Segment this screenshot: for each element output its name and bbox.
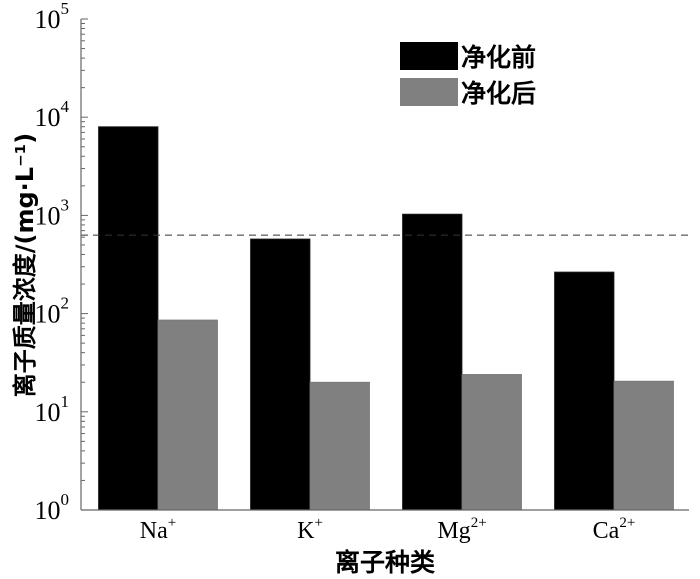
y-tick-label: 101 [35, 392, 70, 427]
legend: 净化前 净化后 [400, 42, 536, 108]
x-axis-label: 离子种类 [335, 548, 436, 577]
bar-mg-after [461, 374, 522, 511]
bar-ca-before [554, 271, 615, 511]
y-tick-label: 104 [35, 97, 70, 132]
bar-na-after [157, 319, 218, 511]
bar-k-after [309, 381, 370, 511]
x-tick-label: Na+ [140, 515, 176, 544]
legend-label-after: 净化后 [461, 79, 536, 108]
y-tick-label: 103 [35, 195, 70, 230]
legend-label-before: 净化前 [461, 43, 536, 72]
legend-swatch-before [400, 42, 458, 70]
x-tick-label: K+ [297, 515, 323, 544]
x-tick-label: Mg2+ [437, 515, 486, 544]
bar-ca-after [613, 380, 674, 511]
bar-na-before [98, 126, 159, 511]
y-tick-label: 105 [35, 0, 70, 34]
y-tick-label: 102 [35, 294, 70, 329]
bar-mg-before [402, 213, 463, 511]
legend-swatch-after [400, 78, 458, 106]
bar-k-before [250, 238, 311, 511]
y-tick-label: 100 [35, 490, 70, 525]
x-tick-label: Ca2+ [593, 515, 636, 544]
y-axis-label: 离子质量浓度/(mg·L⁻¹) [11, 133, 39, 397]
